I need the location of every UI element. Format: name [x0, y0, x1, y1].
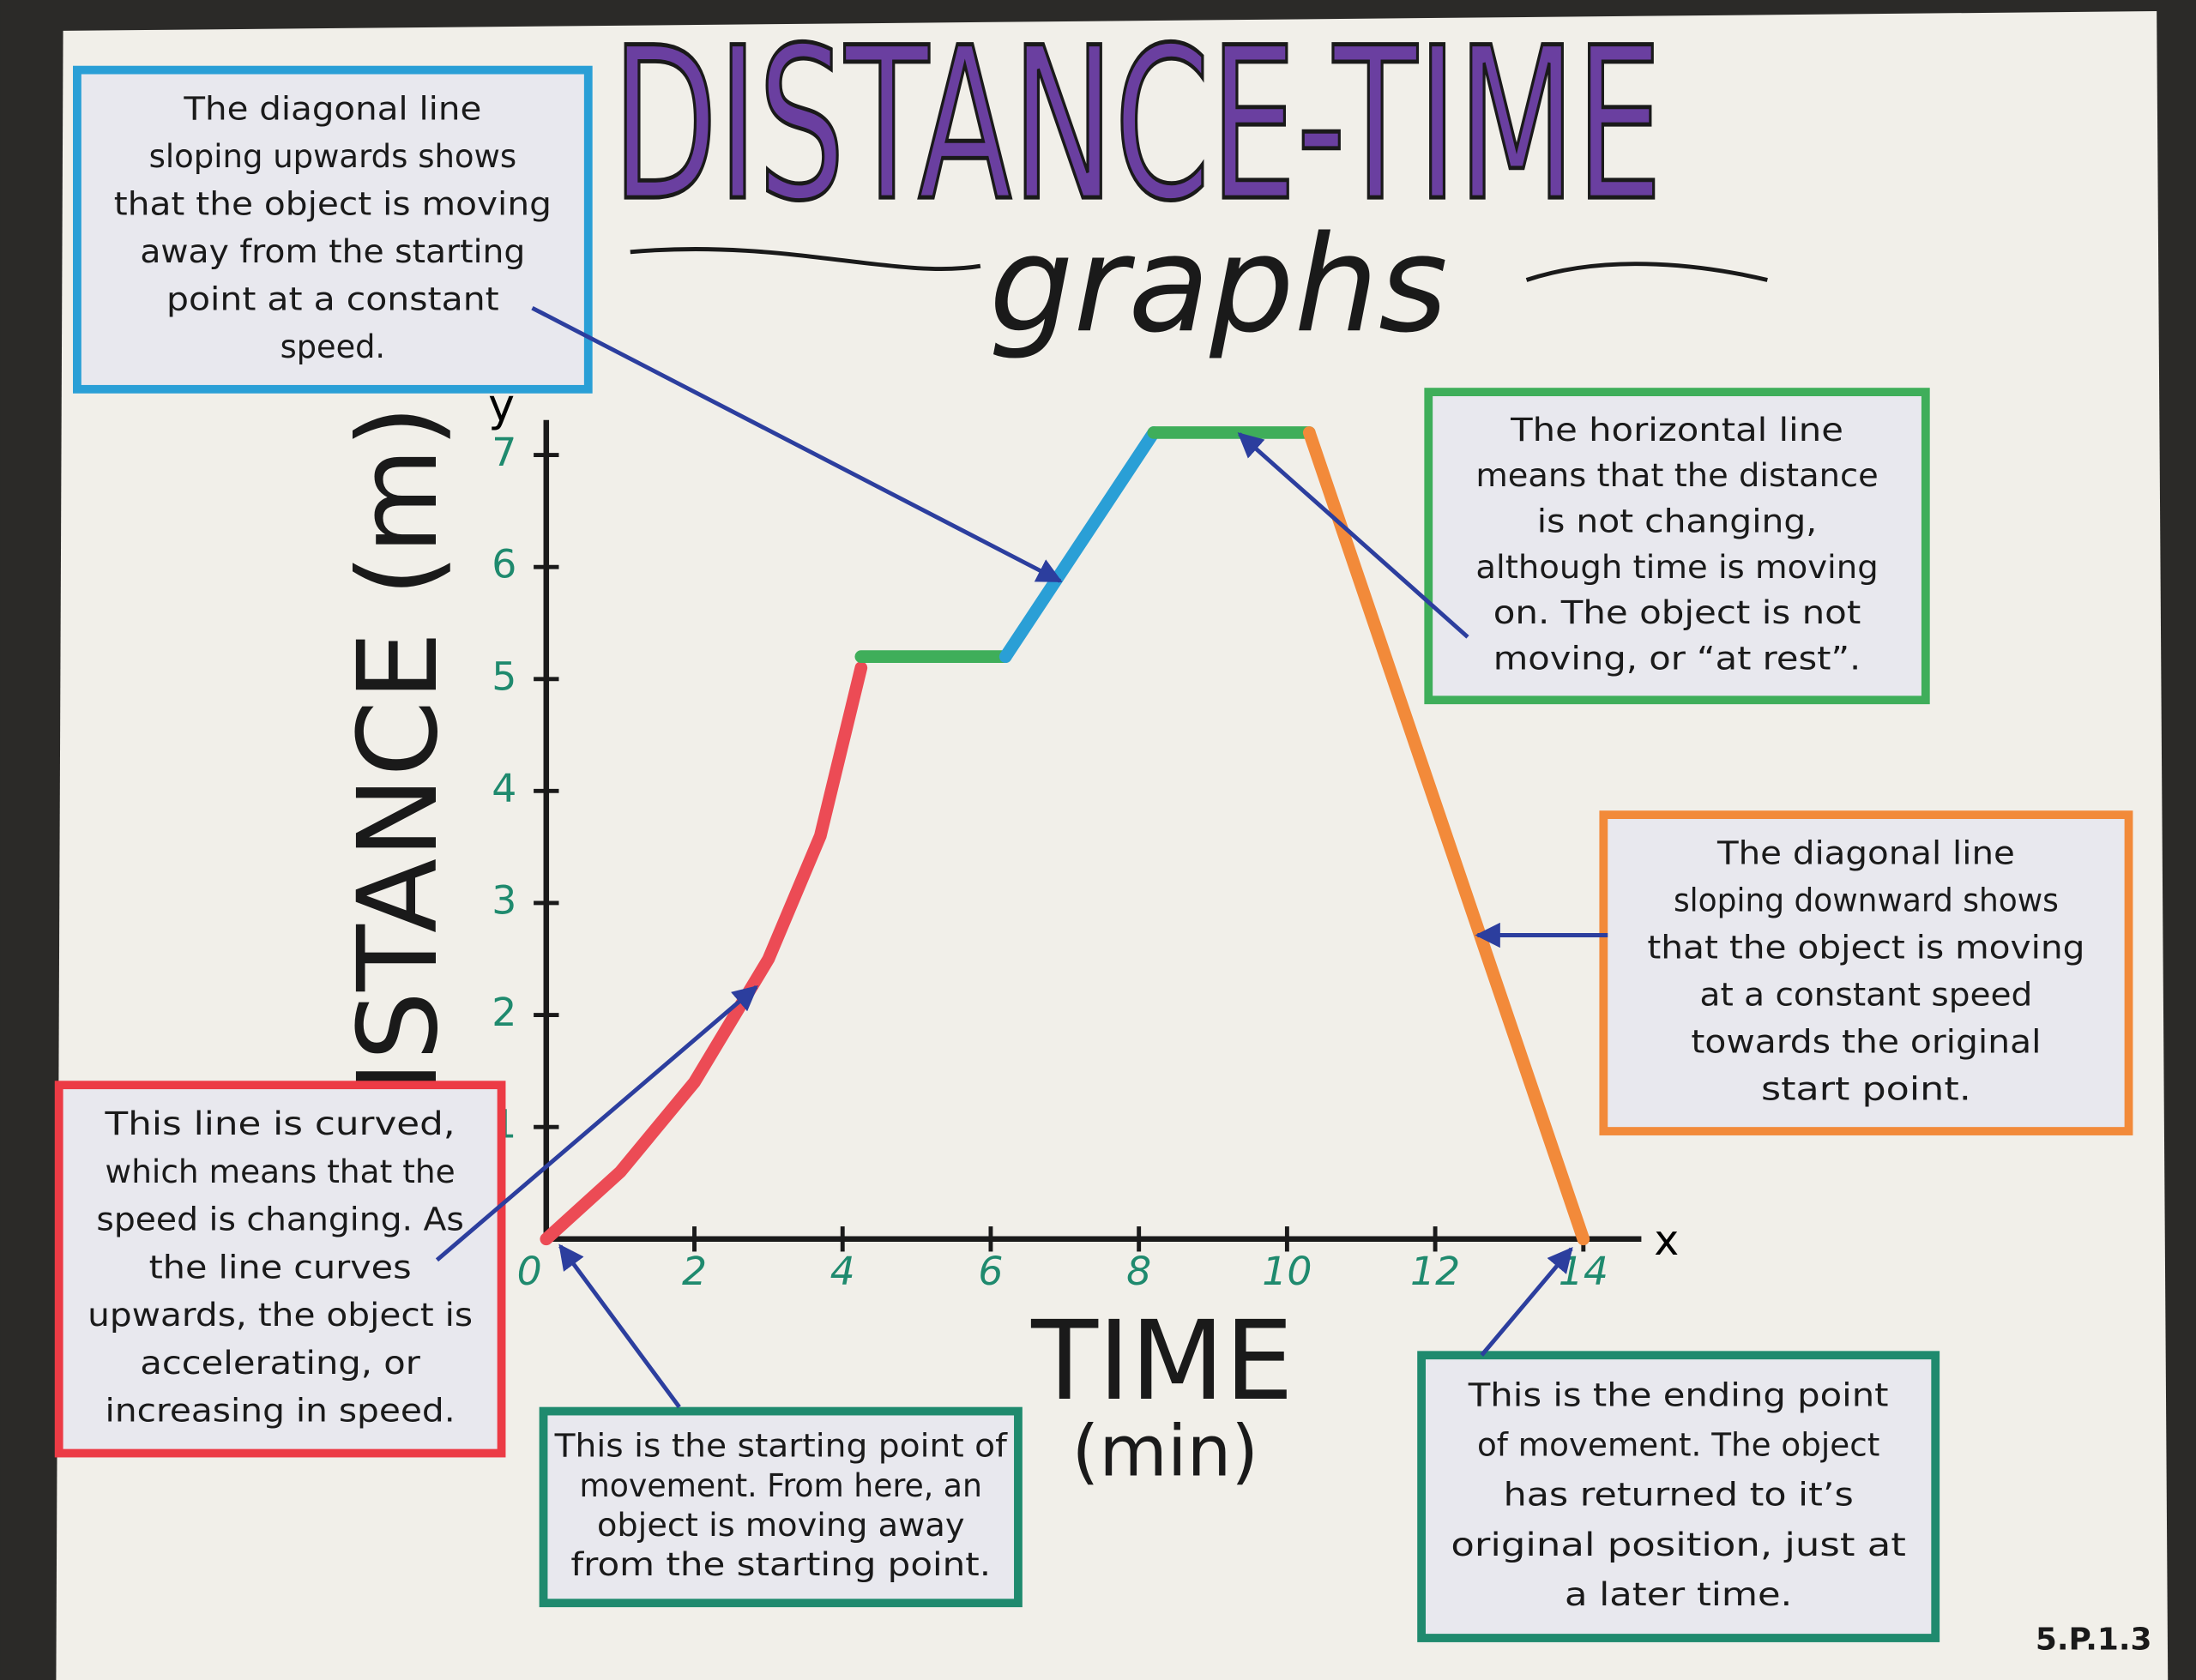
- callout-text: movement. From here, an: [580, 1466, 982, 1504]
- callout-text: accelerating, or: [140, 1344, 420, 1382]
- callout-text: although time is moving: [1475, 548, 1878, 586]
- callout-box: [1599, 810, 2133, 1135]
- callout-text: The diagonal line: [1716, 834, 2015, 872]
- callout-text: This is the ending point: [1468, 1376, 1889, 1413]
- callout-box: [54, 1081, 506, 1458]
- callout-arrow: [558, 1243, 681, 1409]
- callout-text: point at a constant: [166, 280, 499, 317]
- callout-text: of movement. The object: [1477, 1426, 1879, 1464]
- callout-text: increasing in speed.: [106, 1392, 455, 1430]
- x-tick-label: 8: [1126, 1249, 1151, 1294]
- callout-text: that the object is moving: [114, 184, 552, 222]
- x-tick-label: 4: [830, 1249, 855, 1294]
- y-tick-label: 3: [492, 877, 516, 923]
- callout-text: means that the distance: [1475, 456, 1878, 494]
- y-tick-label: 7: [492, 430, 516, 475]
- callout-text: away from the starting: [140, 232, 525, 270]
- x-axis-unit: (min): [1072, 1411, 1259, 1492]
- y-axis-label: DISTANCE (m): [335, 405, 462, 1177]
- x-tick-label: 0: [517, 1249, 542, 1294]
- x-axis-label: TIME: [1030, 1298, 1294, 1425]
- x-letter: x: [1654, 1216, 1679, 1265]
- callout-text: The diagonal line: [183, 89, 481, 127]
- subtitle: graphs: [989, 207, 1448, 362]
- callout-text: a later time.: [1565, 1575, 1792, 1613]
- callout-text: has returned to it’s: [1504, 1476, 1854, 1514]
- callout-text: speed is changing. As: [96, 1201, 464, 1238]
- y-tick-label: 6: [492, 542, 516, 587]
- x-tick-label: 2: [682, 1249, 707, 1294]
- graph-segment: [998, 426, 1161, 663]
- callout-text: This is the starting point of: [554, 1427, 1008, 1465]
- callout-text: start point.: [1761, 1069, 1971, 1107]
- callout-text: This line is curved,: [104, 1105, 455, 1142]
- callout-arrow: [531, 305, 1063, 583]
- callout-box: [1424, 388, 1930, 705]
- callout-arrow: [1237, 432, 1469, 639]
- title-flourish: [630, 247, 1768, 282]
- callout-text: upwards, the object is: [87, 1296, 473, 1334]
- y-tick-label: 5: [492, 653, 516, 699]
- callout-text: at a constant speed: [1700, 976, 2033, 1014]
- graph-segment: [540, 661, 868, 1246]
- callout-box: [73, 65, 593, 394]
- code: 5.P.1.3: [2036, 1622, 2152, 1657]
- callout-text: sloping upwards shows: [149, 137, 517, 175]
- callout-text: The horizontal line: [1510, 411, 1843, 449]
- callout-arrow: [1480, 1246, 1573, 1357]
- x-tick-label: 12: [1410, 1249, 1460, 1294]
- callout-text: towards the original: [1691, 1023, 2041, 1061]
- y-tick-label: 2: [492, 990, 516, 1035]
- callout-text: moving, or “at rest”.: [1493, 639, 1861, 677]
- y-tick-label: 4: [492, 766, 516, 811]
- title: DISTANCE-TIME: [612, 3, 1662, 247]
- callout-text: object is moving away: [597, 1506, 965, 1544]
- callout-text: is not changing,: [1537, 503, 1818, 540]
- callout-box: [1417, 1351, 1940, 1642]
- callout-text: sloping downward shows: [1674, 882, 2059, 919]
- callout-text: from the starting point.: [570, 1545, 991, 1583]
- graph-segment: [1302, 426, 1590, 1246]
- callout-text: that the object is moving: [1647, 929, 2084, 966]
- x-tick-label: 6: [978, 1249, 1003, 1294]
- callout-text: speed.: [281, 328, 385, 365]
- x-tick-label: 10: [1262, 1249, 1312, 1294]
- callout-text: the line curves: [149, 1248, 412, 1286]
- callout-text: original position, just at: [1451, 1526, 1906, 1563]
- callout-arrow: [435, 985, 758, 1262]
- callout-box: [539, 1406, 1023, 1608]
- callout-text: which means that the: [106, 1153, 455, 1190]
- callout-text: on. The object is not: [1493, 593, 1861, 631]
